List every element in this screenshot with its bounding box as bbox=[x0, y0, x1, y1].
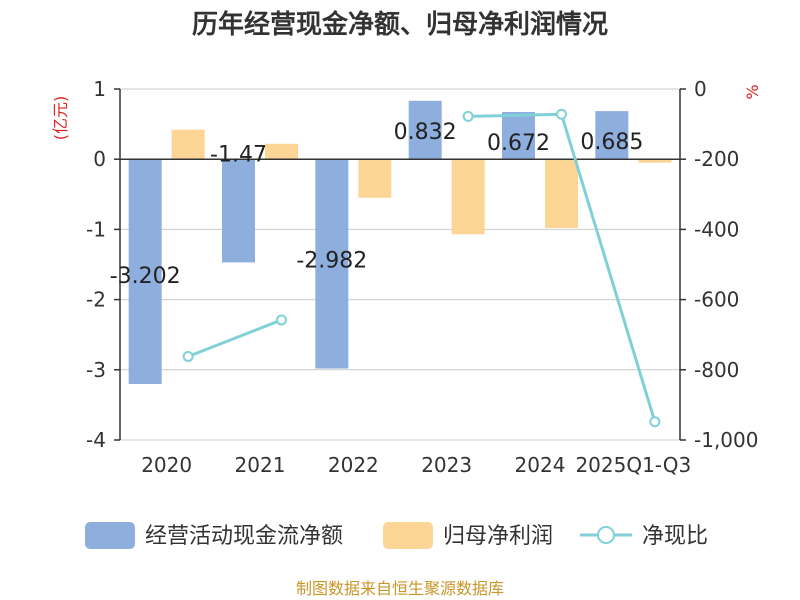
bar-cashflow bbox=[222, 159, 255, 263]
chart-title: 历年经营现金净额、归母净利润情况 bbox=[192, 9, 608, 40]
left-tick-label: -3 bbox=[86, 358, 106, 382]
left-axis-ticks: 1 0 -1 -2 -3 -4 bbox=[86, 77, 120, 452]
bar-cashflow bbox=[408, 100, 442, 160]
legend-label-cash-ratio: 净现比 bbox=[642, 524, 708, 549]
bar-cashflow bbox=[595, 111, 629, 160]
line-point-cash-ratio bbox=[182, 350, 194, 362]
bar-net-profit bbox=[358, 159, 392, 198]
axes bbox=[119, 89, 681, 440]
x-axis-ticks: 2020 2021 2022 2023 2024 2025Q1-Q3 bbox=[141, 453, 691, 477]
data-label-cashflow: 0.832 bbox=[394, 120, 457, 145]
bar-cashflow bbox=[128, 159, 162, 384]
bar-cashflow bbox=[502, 112, 535, 160]
bar-cashflow bbox=[315, 159, 349, 369]
legend-swatch-cashflow bbox=[85, 522, 135, 549]
legend-item-cashflow[interactable]: 经营活动现金流净额 bbox=[85, 522, 343, 549]
bar-net-profit bbox=[171, 129, 205, 160]
x-tick-label: 2023 bbox=[421, 453, 472, 477]
x-tick-label: 2021 bbox=[235, 453, 286, 477]
data-label-cashflow: -3.202 bbox=[110, 264, 181, 289]
right-tick-label: -400 bbox=[694, 217, 739, 241]
x-tick-label: 2024 bbox=[515, 453, 566, 477]
right-tick-label: 0 bbox=[694, 77, 707, 101]
legend: 经营活动现金流净额 归母净利润 净现比 bbox=[85, 522, 708, 549]
line-cash-ratio-segment bbox=[187, 318, 283, 358]
bar-net-profit bbox=[265, 143, 298, 160]
left-tick-label: 1 bbox=[93, 77, 106, 101]
bar-net-profit bbox=[545, 159, 578, 228]
legend-swatch-net-profit bbox=[383, 522, 433, 549]
data-source: 制图数据来自恒生聚源数据库 bbox=[296, 579, 504, 598]
left-tick-label: -4 bbox=[86, 428, 106, 452]
bar-series bbox=[128, 100, 672, 384]
left-tick-label: -2 bbox=[86, 288, 106, 312]
line-point-cash-ratio bbox=[276, 314, 287, 326]
legend-item-net-profit[interactable]: 归母净利润 bbox=[383, 522, 553, 549]
data-labels: -3.202 -1.47 -2.982 0.832 0.672 0.685 bbox=[110, 120, 644, 289]
line-point-cash-ratio bbox=[649, 416, 661, 428]
line-point-cash-ratio bbox=[556, 108, 567, 120]
legend-marker-cash-ratio bbox=[597, 526, 615, 544]
data-label-cashflow: 0.685 bbox=[580, 130, 643, 155]
x-tick-label: 2025Q1-Q3 bbox=[575, 453, 691, 477]
right-tick-label: -800 bbox=[694, 358, 739, 382]
data-label-cashflow: -2.982 bbox=[296, 249, 367, 274]
right-axis-unit: % bbox=[743, 84, 762, 99]
bar-net-profit bbox=[451, 159, 485, 235]
line-point-cash-ratio bbox=[462, 110, 474, 122]
legend-item-cash-ratio[interactable]: 净现比 bbox=[580, 524, 708, 549]
right-tick-label: -600 bbox=[694, 288, 739, 312]
bar-net-profit bbox=[638, 159, 672, 163]
data-label-cashflow: 0.672 bbox=[487, 131, 550, 156]
line-series bbox=[182, 108, 661, 428]
legend-label-cashflow: 经营活动现金流净额 bbox=[145, 524, 343, 549]
left-axis-unit: (亿元) bbox=[51, 96, 70, 141]
data-label-cashflow: -1.47 bbox=[210, 142, 267, 167]
x-tick-label: 2022 bbox=[328, 453, 379, 477]
right-tick-label: -1,000 bbox=[694, 428, 758, 452]
x-tick-label: 2020 bbox=[141, 453, 192, 477]
right-axis-ticks: 0 -200 -400 -600 -800 -1,000 bbox=[680, 77, 758, 452]
right-tick-label: -200 bbox=[694, 147, 739, 171]
legend-label-net-profit: 归母净利润 bbox=[443, 524, 553, 549]
left-tick-label: -1 bbox=[86, 217, 106, 241]
left-tick-label: 0 bbox=[93, 147, 106, 171]
